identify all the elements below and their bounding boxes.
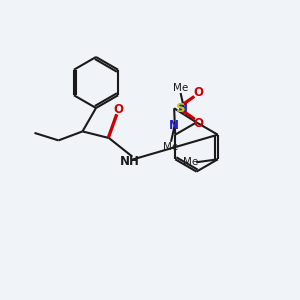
Text: N: N xyxy=(178,102,188,116)
Text: S: S xyxy=(176,102,185,115)
Text: O: O xyxy=(194,117,203,130)
Text: Me: Me xyxy=(183,157,198,167)
Text: O: O xyxy=(113,103,124,116)
Text: NH: NH xyxy=(120,155,140,169)
Text: N: N xyxy=(168,119,178,132)
Text: O: O xyxy=(194,86,203,100)
Text: Me: Me xyxy=(164,142,178,152)
Text: Me: Me xyxy=(173,83,188,93)
